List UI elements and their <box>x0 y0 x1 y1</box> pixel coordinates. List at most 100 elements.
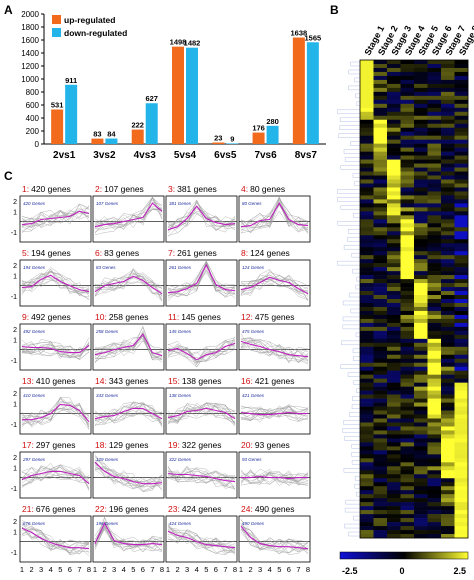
heatmap-cell <box>373 326 388 332</box>
heatmap-cell <box>360 518 374 523</box>
gene-line <box>167 212 236 234</box>
heatmap-cell <box>454 99 469 105</box>
heatmap-cell <box>400 267 415 272</box>
heatmap-cell <box>373 215 388 220</box>
heatmap-cell <box>414 342 428 348</box>
gene-line <box>21 341 90 358</box>
dendrogram-branch <box>349 412 360 417</box>
heatmap-cell <box>441 454 455 459</box>
heatmap-cell <box>400 135 415 140</box>
heatmap-cell <box>454 179 469 184</box>
bar-value-label: 911 <box>65 76 77 85</box>
dendrogram-branch <box>343 468 360 473</box>
gene-line <box>167 469 236 487</box>
cluster-inner-label: 322 Genes <box>169 457 192 462</box>
heatmap-cell <box>454 143 469 148</box>
heatmap-cell <box>427 187 442 192</box>
heatmap-cell <box>427 263 442 268</box>
legend-label: down-regulated <box>64 28 127 38</box>
dendrogram-branch <box>351 452 360 457</box>
heatmap-cell <box>414 151 428 156</box>
heatmap-cell <box>454 103 469 109</box>
heatmap-cell <box>387 63 401 69</box>
heatmap-cell <box>400 115 415 121</box>
heatmap-cell <box>414 318 428 324</box>
dendrogram-branch <box>337 221 360 226</box>
cluster-id: 2: <box>95 184 102 194</box>
heatmap-cell <box>441 87 455 93</box>
heatmap-cell <box>427 203 442 208</box>
panel-label-b: B <box>330 3 339 17</box>
heatmap-cell <box>414 87 428 93</box>
gene-line <box>240 337 309 364</box>
heatmap-cell <box>360 283 374 288</box>
heatmap-cell <box>414 354 428 360</box>
heatmap-cell <box>414 442 428 447</box>
y-tick-label: 2 <box>13 263 17 270</box>
y-tick-label: 200 <box>26 127 40 136</box>
dendrogram-branch <box>344 436 360 441</box>
y-tick-label: 1 <box>13 401 17 408</box>
heatmap-cell <box>400 63 415 69</box>
heatmap-cell <box>360 191 374 196</box>
cluster-id: 9: <box>22 312 29 322</box>
cluster-id: 20: <box>241 440 253 450</box>
heatmap-cell <box>414 490 428 495</box>
heatmap-cell <box>360 231 374 236</box>
heatmap-cell <box>400 239 415 244</box>
cluster-id: 4: <box>241 184 248 194</box>
heatmap-cell <box>414 338 428 344</box>
dendrogram-branch <box>337 260 360 266</box>
dendrogram-branch <box>347 372 360 377</box>
cluster-gene-count: 138 genes <box>182 376 222 386</box>
heatmap-cell <box>414 454 428 459</box>
heatmap-cell <box>373 414 388 419</box>
dendrogram-branch <box>353 380 360 385</box>
cluster-panel: 14: 343 genes 343 Genes <box>92 376 165 435</box>
dendrogram-branch <box>353 515 360 521</box>
cluster-mean-line <box>167 263 236 294</box>
heatmap-cell <box>427 354 442 360</box>
heatmap-cell <box>414 422 428 427</box>
heatmap-cell <box>360 342 374 348</box>
cluster-id: 15: <box>168 376 180 386</box>
cluster-id: 18: <box>95 440 107 450</box>
heatmap-cell <box>400 259 415 264</box>
heatmap-cell <box>387 318 401 324</box>
heatmap-cell <box>373 418 388 423</box>
x-tick-label: 4 <box>268 565 272 574</box>
heatmap-cell <box>441 410 455 415</box>
dendrogram-branch <box>337 109 360 114</box>
x-tick-label: 6 <box>287 565 291 574</box>
heatmap-cell <box>454 466 469 471</box>
cluster-gene-count: 421 genes <box>255 376 295 386</box>
heatmap-cell <box>387 342 401 348</box>
cluster-mean-line <box>94 407 163 420</box>
cluster-id: 12: <box>241 312 253 322</box>
gene-line <box>167 262 236 299</box>
heatmap-cell <box>360 366 374 371</box>
heatmap-cell <box>360 510 374 515</box>
heatmap-cell <box>387 207 401 212</box>
heatmap-cell <box>454 127 469 132</box>
gene-line <box>21 205 90 232</box>
heatmap-cell <box>427 255 442 260</box>
heatmap-cell <box>454 71 469 77</box>
heatmap-cell <box>414 179 428 184</box>
heatmap-cell <box>387 135 401 140</box>
bar-value-label: 23 <box>214 134 222 143</box>
heatmap-cell <box>400 502 415 507</box>
heatmap-cell <box>400 103 415 109</box>
heatmap-cell <box>400 87 415 93</box>
dendrogram-branch <box>354 77 360 83</box>
gene-line <box>21 400 90 428</box>
cluster-title: 13: 410 genes <box>22 376 76 386</box>
gene-line <box>94 340 163 362</box>
heatmap-cell <box>400 514 415 519</box>
gene-line <box>167 339 236 361</box>
gene-line <box>241 279 309 294</box>
bar-downregulated <box>145 103 158 144</box>
gene-line <box>21 344 90 357</box>
heatmap-cell <box>387 350 401 356</box>
heatmap-cell <box>414 199 428 204</box>
